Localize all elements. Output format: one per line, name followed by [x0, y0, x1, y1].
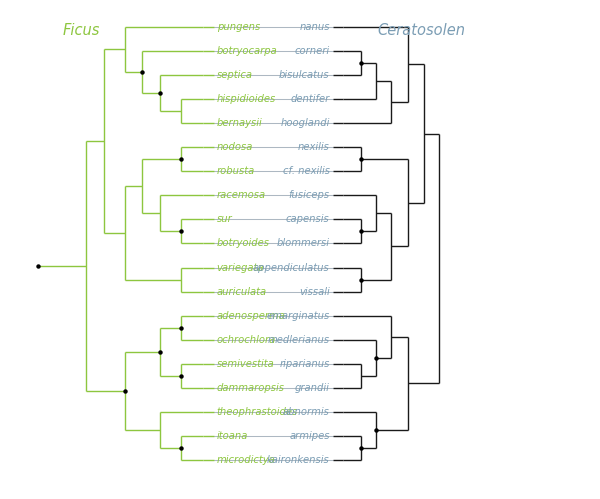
- Text: racemosa: racemosa: [217, 190, 266, 200]
- Text: microdictya: microdictya: [217, 455, 275, 465]
- Text: itoana: itoana: [217, 431, 248, 441]
- Text: pungens: pungens: [217, 22, 260, 32]
- Text: septica: septica: [217, 70, 253, 80]
- Text: riparianus: riparianus: [280, 359, 330, 369]
- Text: armipes: armipes: [289, 431, 330, 441]
- Text: hooglandi: hooglandi: [280, 118, 330, 128]
- Text: vissali: vissali: [299, 286, 330, 296]
- Text: nexilis: nexilis: [298, 142, 330, 152]
- Text: blommersi: blommersi: [277, 239, 330, 249]
- Text: Ceratosolen: Ceratosolen: [377, 22, 465, 37]
- Text: grandii: grandii: [295, 383, 330, 393]
- Text: variegata: variegata: [217, 262, 264, 272]
- Text: robusta: robusta: [217, 166, 255, 176]
- Text: medlerianus: medlerianus: [268, 335, 330, 345]
- Text: auriculata: auriculata: [217, 286, 267, 296]
- Text: nodosa: nodosa: [217, 142, 253, 152]
- Text: bisulcatus: bisulcatus: [279, 70, 330, 80]
- Text: fusiceps: fusiceps: [289, 190, 330, 200]
- Text: kaironkensis: kaironkensis: [267, 455, 330, 465]
- Text: botryocarpa: botryocarpa: [217, 46, 278, 56]
- Text: Ficus: Ficus: [62, 22, 100, 37]
- Text: dammaropsis: dammaropsis: [217, 383, 285, 393]
- Text: hispidioides: hispidioides: [217, 94, 276, 104]
- Text: adenosperma: adenosperma: [217, 311, 286, 321]
- Text: sur: sur: [217, 215, 233, 225]
- Text: botryoides: botryoides: [217, 239, 270, 249]
- Text: emarginatus: emarginatus: [266, 311, 330, 321]
- Text: abnormis: abnormis: [283, 407, 330, 417]
- Text: capensis: capensis: [286, 215, 330, 225]
- Text: appendiculatus: appendiculatus: [253, 262, 330, 272]
- Text: theophrastoides: theophrastoides: [217, 407, 298, 417]
- Text: nanus: nanus: [299, 22, 330, 32]
- Text: corneri: corneri: [295, 46, 330, 56]
- Text: dentifer: dentifer: [290, 94, 330, 104]
- Text: cf. nexilis: cf. nexilis: [283, 166, 330, 176]
- Text: bernaysii: bernaysii: [217, 118, 263, 128]
- Text: ochrochlora: ochrochlora: [217, 335, 276, 345]
- Text: semivestita: semivestita: [217, 359, 275, 369]
